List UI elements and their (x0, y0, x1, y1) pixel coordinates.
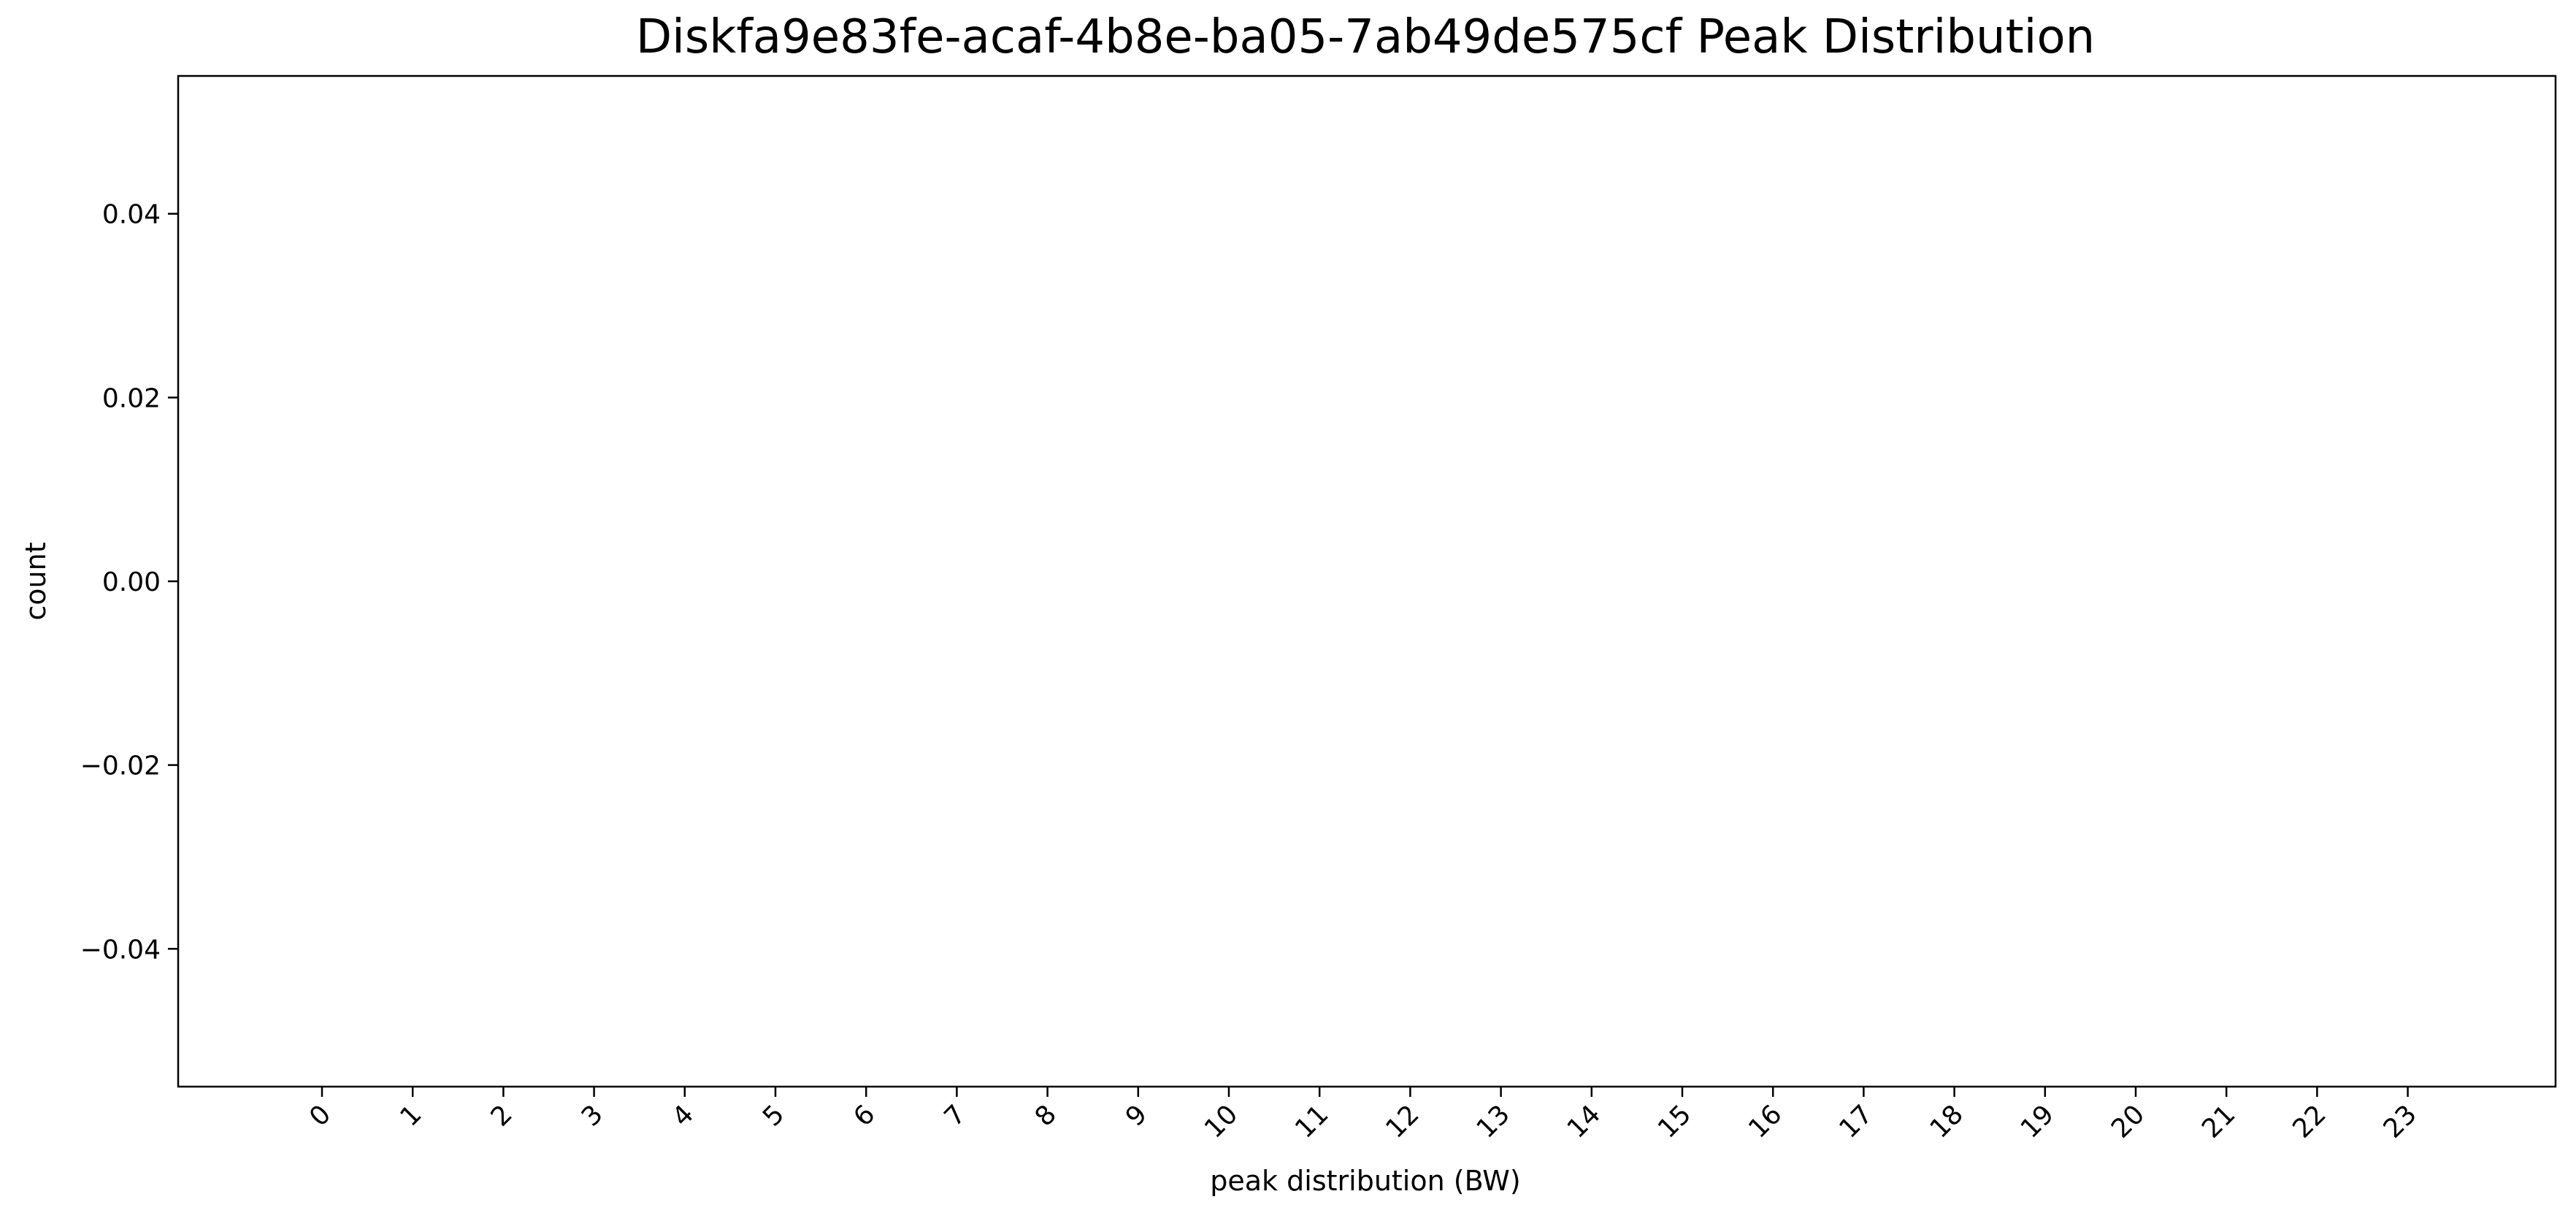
y-axis-label: count (20, 542, 52, 620)
y-tick-label: 0.04 (102, 200, 161, 230)
x-axis-label: peak distribution (BW) (1210, 1165, 1520, 1197)
y-axis-ticks: −0.04 −0.02 0.00 0.02 0.04 (80, 200, 178, 965)
y-tick-label: 0.02 (102, 383, 161, 413)
chart-title: Diskfa9e83fe-acaf-4b8e-ba05-7ab49de575cf… (636, 10, 2095, 64)
y-tick-label: −0.04 (80, 935, 161, 965)
y-tick-label: 0.00 (102, 567, 161, 597)
y-tick-label: −0.02 (80, 751, 161, 781)
